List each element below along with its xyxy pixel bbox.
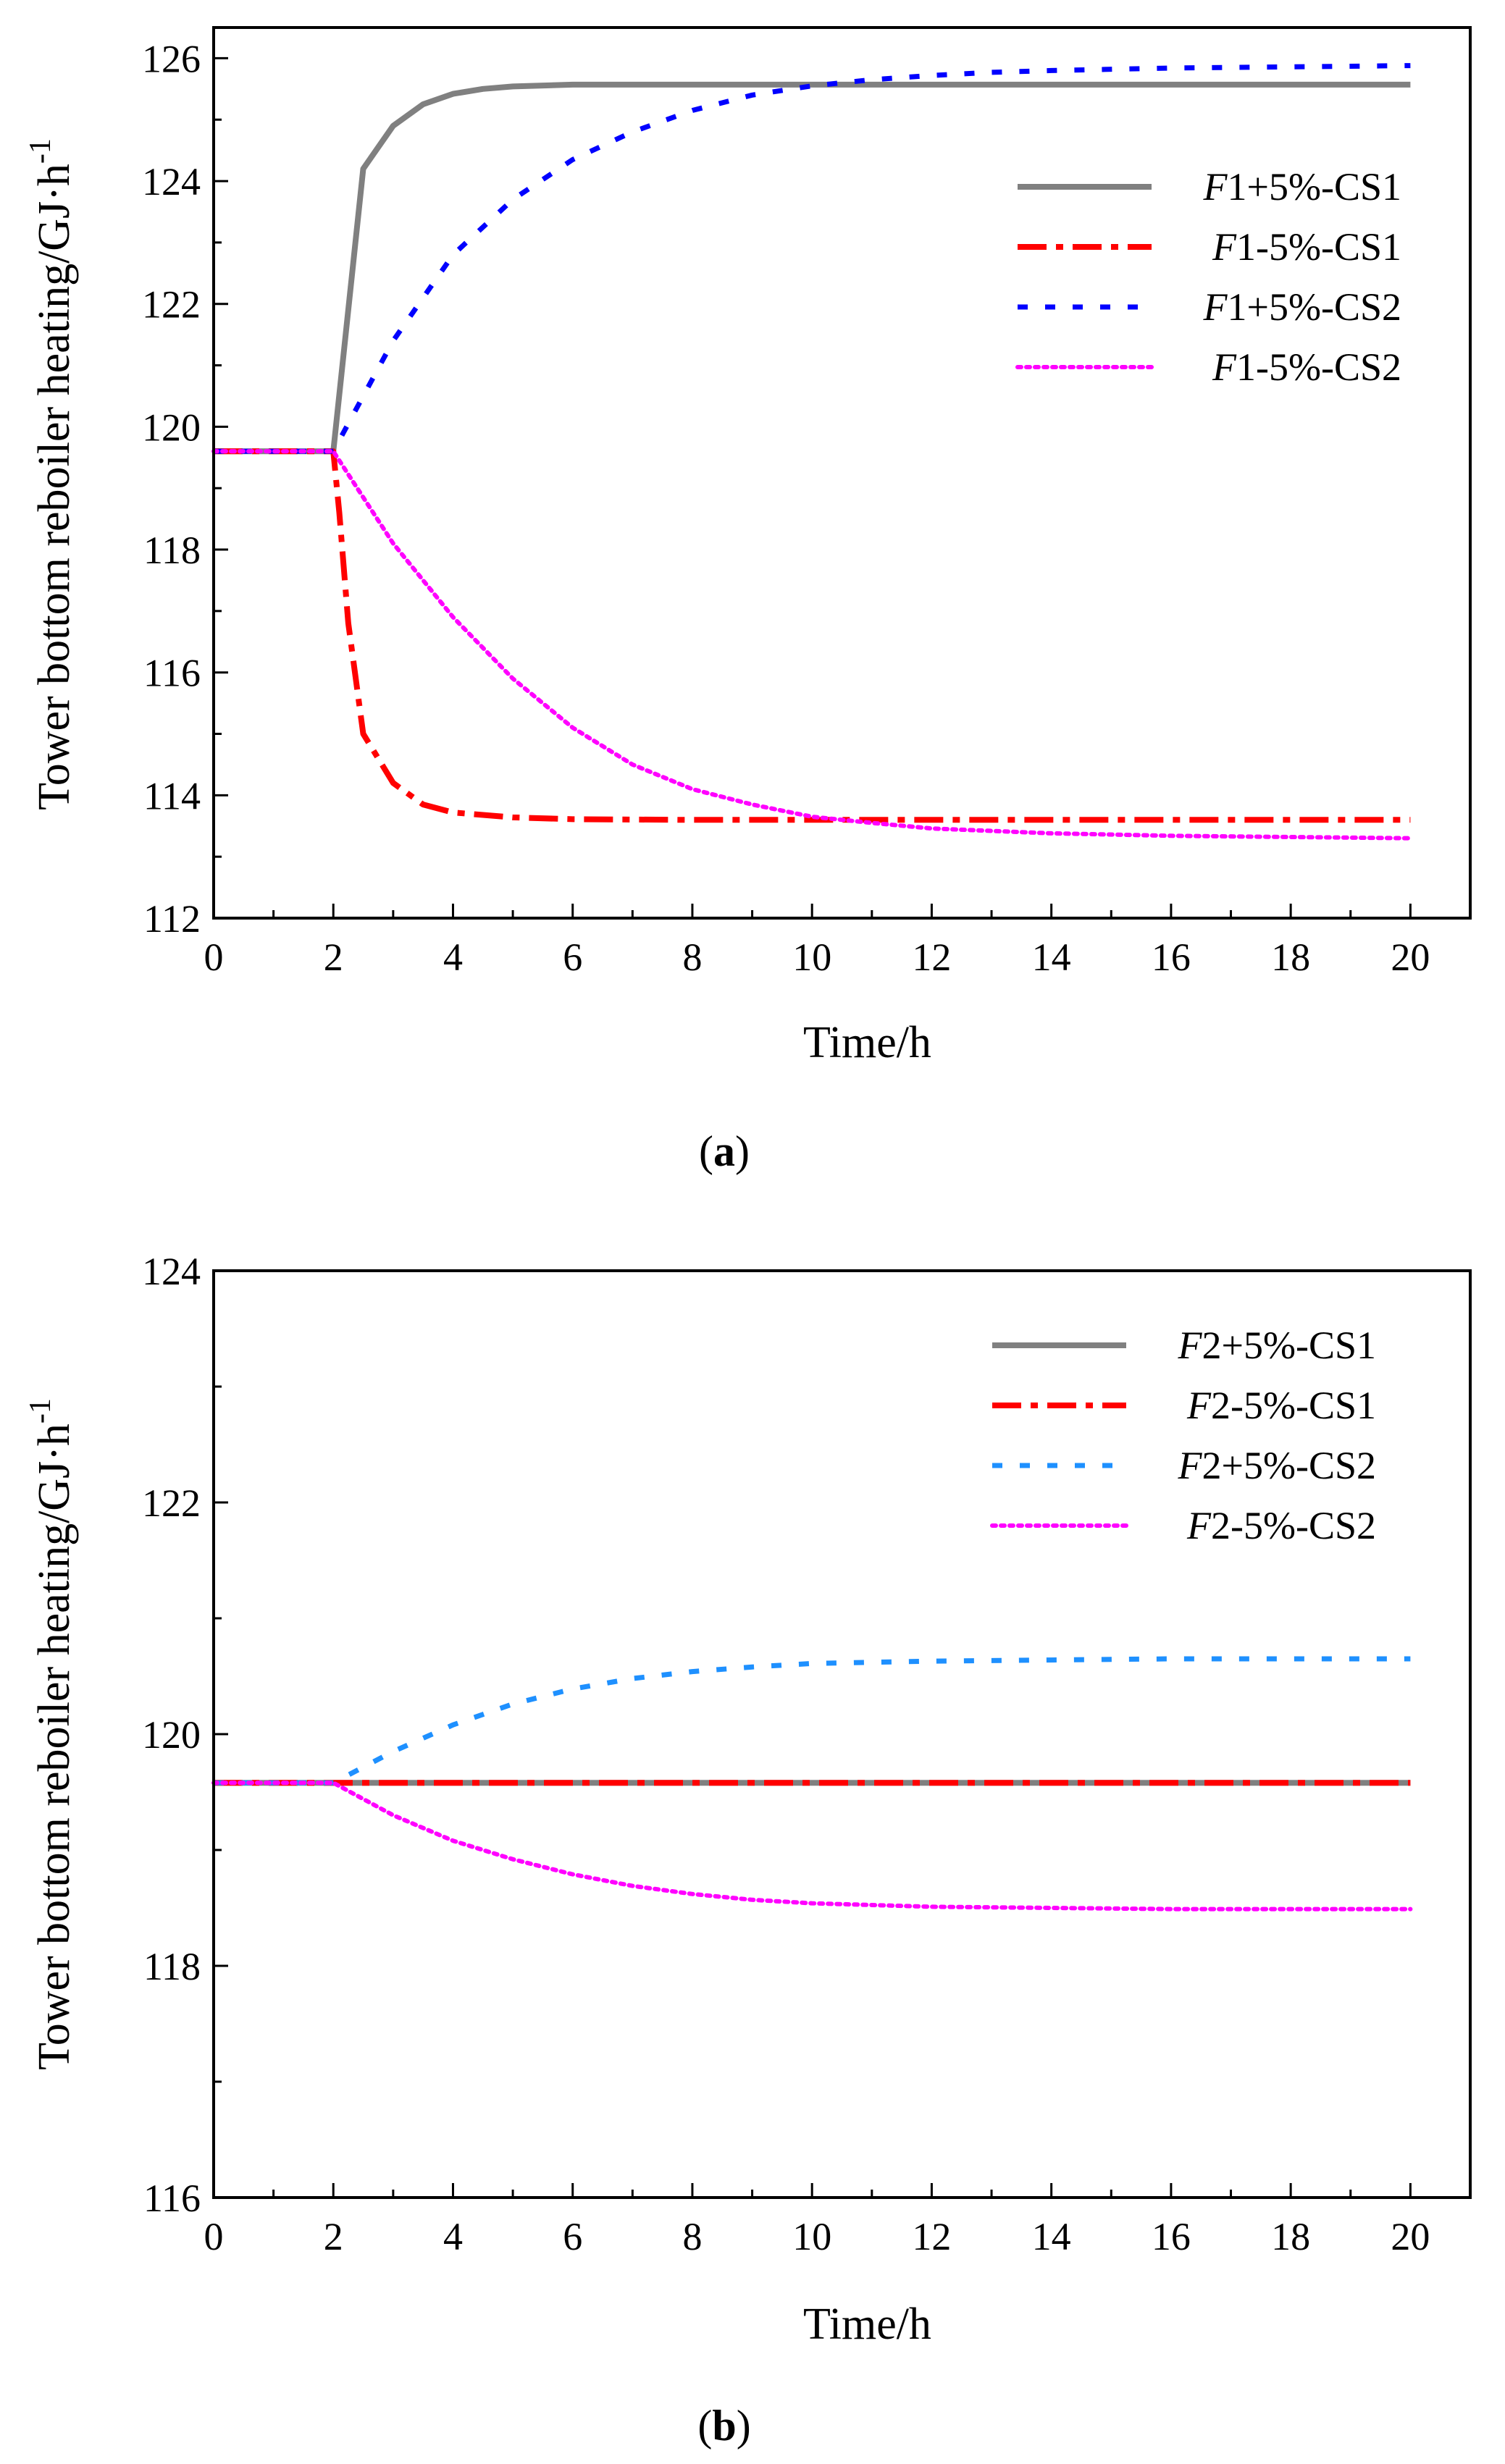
- panel-a-y-axis-title: Tower bottom reboiler heating/GJ·h-1: [24, 138, 79, 810]
- panel-a-x-tick-label: 6: [563, 935, 582, 979]
- panel-b-y-tick-label: 120: [142, 1713, 201, 1757]
- panel-b-legend-label-4: F2-5%-CS2: [1186, 1504, 1376, 1547]
- panel-b-x-tick-label: 10: [792, 2215, 831, 2258]
- panel-b-panel-label: (b): [697, 2402, 750, 2450]
- panel-b-series-4-line: [211, 1780, 1413, 1912]
- panel-a-legend-label-prefix: F: [1203, 285, 1228, 329]
- panel-a-series-3-line: [214, 63, 1411, 454]
- panel-a-panel-label-open: (: [699, 1127, 713, 1175]
- panel-a-series-4-line: [211, 449, 1413, 841]
- panel-a-legend-label-prefix: F: [1212, 345, 1237, 389]
- panel-a-x-tick-label: 16: [1152, 935, 1191, 979]
- panel-a-series-2-line: [214, 448, 1411, 823]
- panel-a-y-tick-label: 116: [143, 652, 201, 695]
- panel-b-legend-label-2: F2-5%-CS1: [1186, 1384, 1376, 1427]
- panel-a-legend-label-prefix: F: [1212, 225, 1237, 269]
- panel-b-legend-label-suffix: 2-5%-CS1: [1211, 1384, 1376, 1427]
- panel-b-series-3-line: [214, 1656, 1411, 1786]
- panel-a-y-tick-label: 112: [143, 897, 201, 941]
- panel-b-y-tick-label: 116: [143, 2177, 201, 2220]
- panel-a-x-tick-label: 20: [1391, 935, 1430, 979]
- panel-a-legend-label-4: F1-5%-CS2: [1212, 345, 1401, 389]
- panel-a-legend-label-suffix: 1-5%-CS2: [1236, 345, 1401, 389]
- panel-b-x-tick-label: 4: [443, 2215, 463, 2258]
- panel-a-x-tick-label: 4: [443, 935, 463, 979]
- panel-b-x-tick-label: 2: [324, 2215, 343, 2258]
- panel-b-x-axis-title: Time/h: [803, 2300, 931, 2349]
- panel-b-y-tick-label: 118: [143, 1945, 201, 1988]
- panel-a-legend-label-suffix: 1+5%-CS2: [1228, 285, 1401, 329]
- panel-b-panel-label-letter: b: [712, 2402, 736, 2450]
- panel-a-x-tick-label: 14: [1032, 935, 1071, 979]
- panel-b-legend-label-prefix: F: [1178, 1324, 1203, 1367]
- panel-b-legend-label-prefix: F: [1186, 1384, 1212, 1427]
- panel-b-panel-label-close: ): [737, 2402, 751, 2450]
- panel-b-x-tick-label: 12: [912, 2215, 951, 2258]
- panel-a-x-tick-label: 10: [792, 935, 831, 979]
- panel-b-legend-label-suffix: 2+5%-CS2: [1202, 1444, 1376, 1487]
- panel-b-panel-label-open: (: [697, 2402, 712, 2450]
- panel-a-y-tick-label: 124: [142, 160, 201, 203]
- panel-b-legend-label-3: F2+5%-CS2: [1178, 1444, 1376, 1487]
- panel-a-y-tick-label: 122: [142, 283, 201, 327]
- panel-b-x-tick-label: 16: [1152, 2215, 1191, 2258]
- panel-b-y-axis-title: Tower bottom reboiler heating/GJ·h-1: [24, 1398, 79, 2070]
- panel-a-x-tick-label: 0: [204, 935, 224, 979]
- panel-b-legend-label-prefix: F: [1186, 1504, 1212, 1547]
- panel-b-x-tick-label: 14: [1032, 2215, 1071, 2258]
- panel-a-legend-label-1: F1+5%-CS1: [1203, 165, 1401, 209]
- panel-a-panel-label-close: ): [735, 1127, 750, 1175]
- panel-b-x-tick-label: 6: [563, 2215, 582, 2258]
- panel-a-legend-label-suffix: 1+5%-CS1: [1228, 165, 1401, 209]
- panel-a-y-axis-title-exponent: -1: [24, 138, 57, 164]
- panel-a-y-tick-label: 114: [143, 774, 201, 817]
- panel-a-legend-label-3: F1+5%-CS2: [1203, 285, 1401, 329]
- panel-b-legend-label-1: F2+5%-CS1: [1178, 1324, 1376, 1367]
- panel-a-chart: 0 2 4 6 8 10 12 14 16 18 20 112 114 116 118 120 122 124 12…: [24, 26, 1472, 1175]
- panel-b-x-tick-label: 0: [204, 2215, 224, 2258]
- panel-b-legend-label-suffix: 2-5%-CS2: [1211, 1504, 1376, 1547]
- panel-a-y-tick-label: 120: [142, 405, 201, 449]
- panel-b-x-tick-label: 20: [1391, 2215, 1430, 2258]
- panel-a-legend-label-prefix: F: [1203, 165, 1228, 209]
- panel-a-y-axis-title-main: Tower bottom reboiler heating/GJ·h: [30, 164, 79, 810]
- panel-a-y-tick-label: 118: [143, 529, 201, 572]
- panel-b-y-axis-title-main: Tower bottom reboiler heating/GJ·h: [30, 1424, 79, 2070]
- panel-a-x-tick-label: 8: [682, 935, 702, 979]
- panel-b-x-tick-label: 18: [1271, 2215, 1310, 2258]
- panel-a-x-axis-title: Time/h: [803, 1018, 931, 1067]
- panel-a-plot-frame: [212, 26, 1472, 920]
- panel-a-legend-label-2: F1-5%-CS1: [1212, 225, 1401, 269]
- panel-a-x-tick-label: 18: [1271, 935, 1310, 979]
- panel-a-x-tick-label: 12: [912, 935, 951, 979]
- panel-a-y-tick-label: 126: [142, 37, 201, 80]
- panel-b-legend-label-prefix: F: [1178, 1444, 1203, 1487]
- panel-b-x-tick-label: 8: [682, 2215, 702, 2258]
- panel-a-panel-label: (a): [699, 1127, 750, 1175]
- panel-b-y-tick-label: 124: [142, 1250, 201, 1293]
- panel-b-y-tick-label: 122: [142, 1481, 201, 1525]
- panel-a-x-tick-label: 2: [324, 935, 343, 979]
- panel-b-y-axis-title-exponent: -1: [24, 1398, 57, 1424]
- panel-a-legend-label-suffix: 1-5%-CS1: [1236, 225, 1401, 269]
- panel-b-chart: 0 2 4 6 8 10 12 14 16 18 20 116 118 120 122 124 Time/h To…: [24, 1250, 1472, 2450]
- panel-b-legend-label-suffix: 2+5%-CS1: [1202, 1324, 1376, 1367]
- panel-a-series-1-line: [214, 81, 1411, 455]
- panel-a-panel-label-letter: a: [713, 1127, 735, 1175]
